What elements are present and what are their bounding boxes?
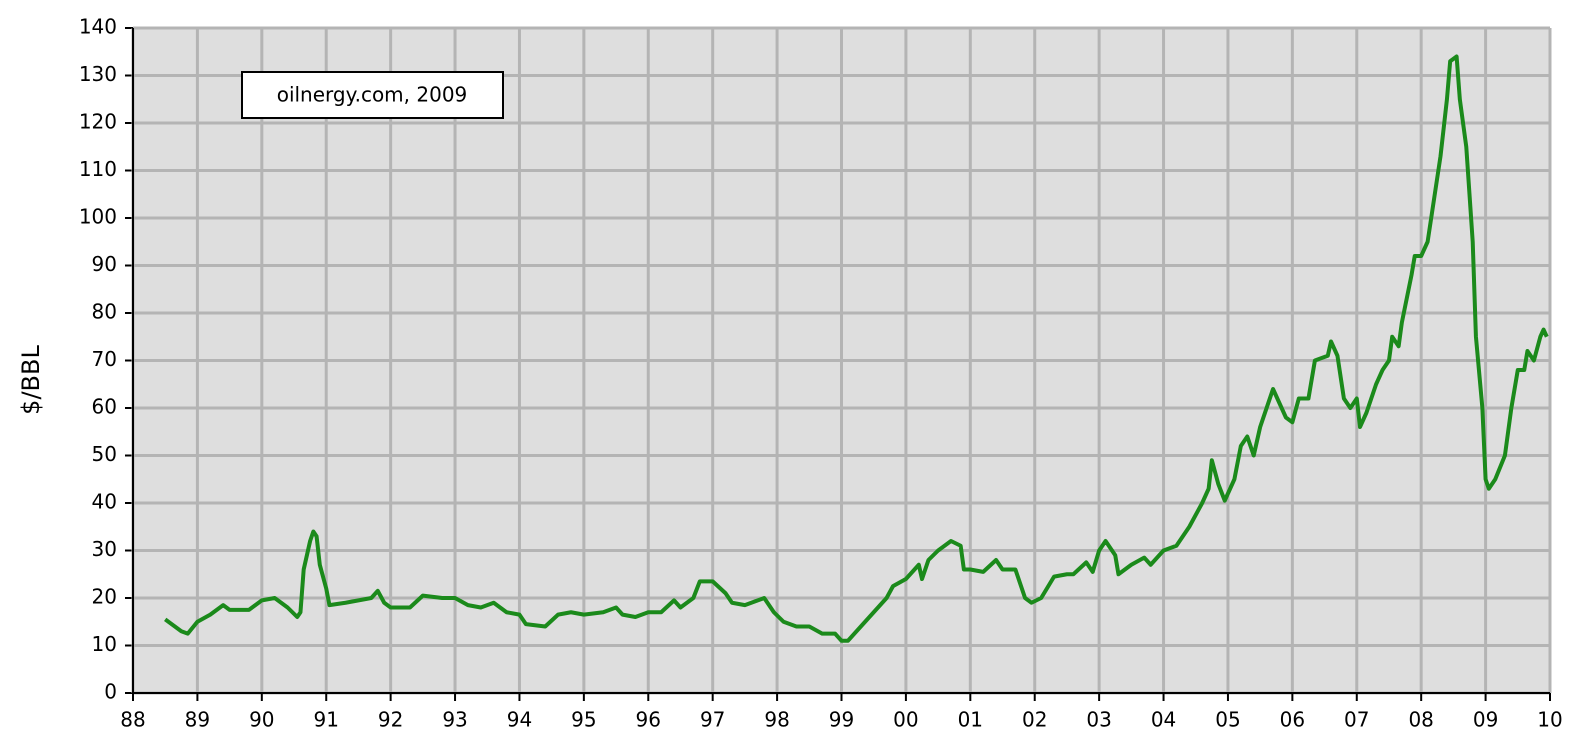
y-tick-label: 90: [92, 252, 117, 276]
x-tick-label: 92: [378, 708, 403, 732]
y-tick-label: 40: [92, 490, 117, 514]
data-line: [164, 54, 1549, 643]
y-tick-label: 20: [92, 585, 117, 609]
x-tick-label: 89: [185, 708, 210, 732]
y-tick-label: 130: [79, 62, 117, 86]
x-tick-label: 91: [314, 708, 339, 732]
x-tick-label: 88: [120, 708, 145, 732]
x-tick-label: 03: [1086, 708, 1111, 732]
y-tick-label: 10: [92, 632, 117, 656]
annotation-box: [241, 71, 504, 119]
y-tick-label: 70: [92, 347, 117, 371]
y-tick-label: 80: [92, 300, 117, 324]
y-tick-label: 110: [79, 157, 117, 181]
x-tick-label: 94: [507, 708, 532, 732]
x-tick-label: 02: [1022, 708, 1047, 732]
x-tick-label: 01: [958, 708, 983, 732]
annotation: oilnergy.com, 2009: [277, 83, 468, 107]
y-tick-label: 100: [79, 205, 117, 229]
y-tick-label: 120: [79, 110, 117, 134]
x-tick-label: 95: [571, 708, 596, 732]
x-tick-label: 96: [636, 708, 661, 732]
x-tick-label: 10: [1537, 708, 1562, 732]
x-tick-label: 93: [442, 708, 467, 732]
x-tick-label: 99: [829, 708, 854, 732]
x-tick-label: 06: [1280, 708, 1305, 732]
y-tick-label: 30: [92, 537, 117, 561]
y-tick-label: 0: [104, 680, 117, 704]
x-tick-label: 00: [893, 708, 918, 732]
x-tick-label: 90: [249, 708, 274, 732]
x-tick-label: 08: [1408, 708, 1433, 732]
x-tick-label: 09: [1473, 708, 1498, 732]
x-tick-label: 05: [1215, 708, 1240, 732]
x-tick-label: 97: [700, 708, 725, 732]
y-axis-label: $/BBL: [17, 345, 45, 415]
y-tick-label: 50: [92, 442, 117, 466]
x-tick-label: 07: [1344, 708, 1369, 732]
x-tick-label: 98: [764, 708, 789, 732]
x-tick-label: 04: [1151, 708, 1176, 732]
y-tick-label: 140: [79, 15, 117, 39]
y-tick-label: 60: [92, 395, 117, 419]
